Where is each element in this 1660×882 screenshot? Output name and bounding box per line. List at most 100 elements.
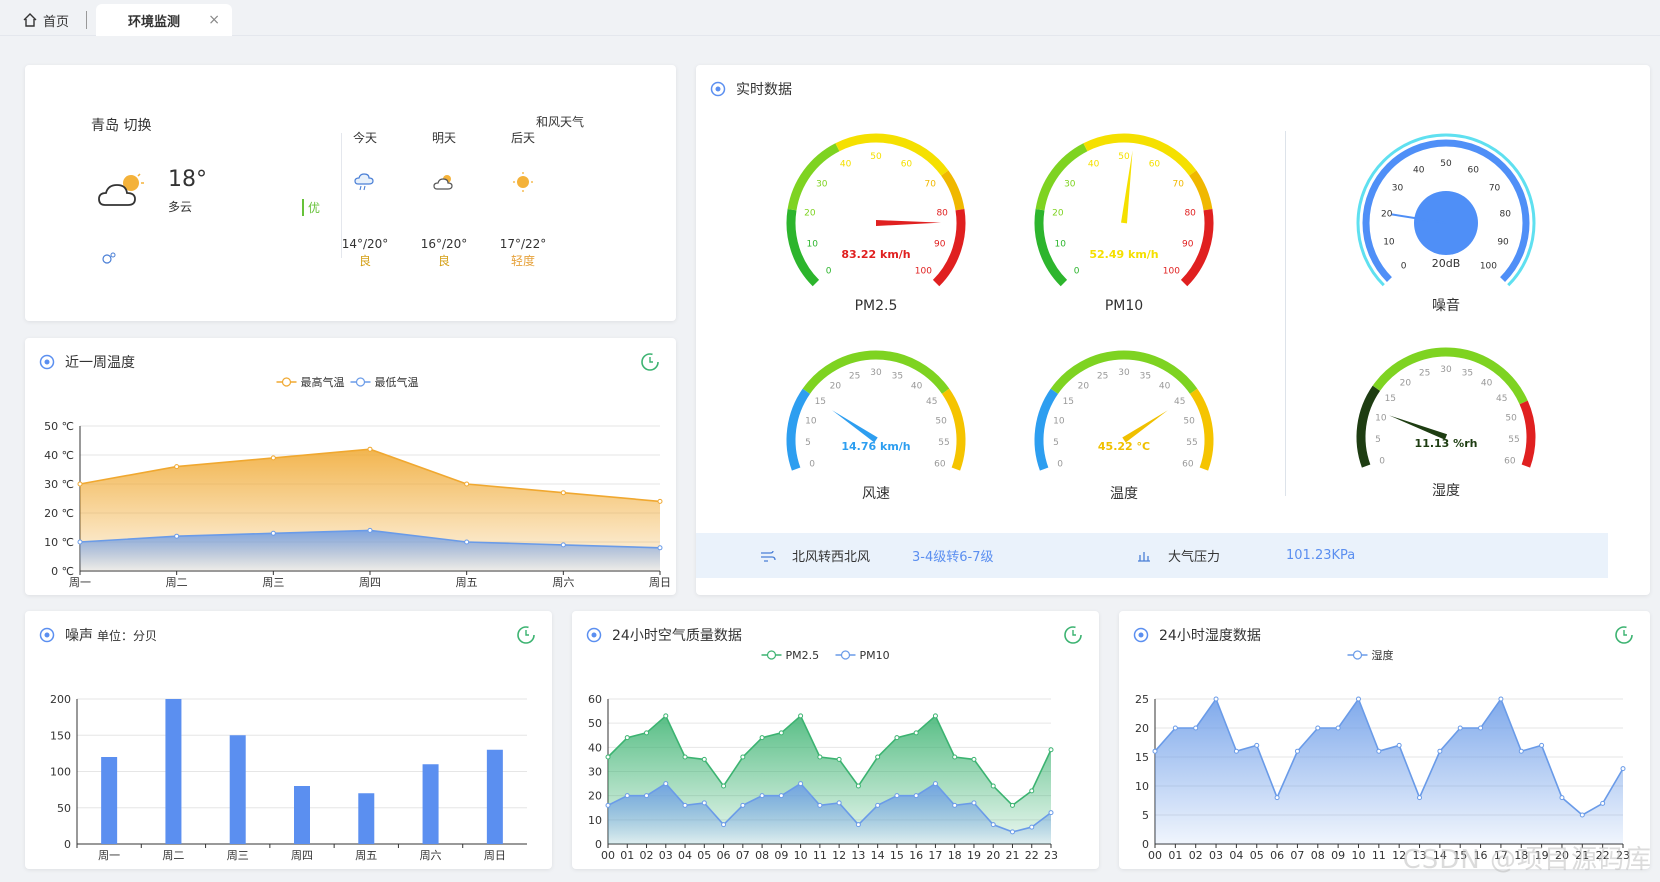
gauge-tick-label: 30: [1440, 365, 1452, 375]
gauge-pm25: 0 10 20 30 40 50 60 70 80 90 100 83.22 km/h PM2.5: [786, 133, 966, 314]
gauge-tick-label: 15: [815, 397, 826, 407]
gauge-tick-label: 90: [1182, 240, 1194, 250]
data-point: [270, 530, 276, 536]
panel-eye-icon: [39, 627, 55, 643]
realtime-title: 实时数据: [710, 79, 792, 99]
data-point: [1009, 829, 1015, 835]
y-tick-label: 50: [57, 802, 71, 815]
weather-small-icon: [102, 252, 116, 264]
gauge-tick-label: 5: [805, 438, 811, 448]
tab-environment[interactable]: 环境监测 ×: [96, 4, 232, 36]
forecast-quality: 良: [437, 254, 450, 268]
gauge-arc-segment: [786, 209, 820, 287]
x-tick-label: 22: [1596, 849, 1610, 862]
gauge-tick-label: 30: [870, 368, 882, 378]
x-tick-label: 07: [736, 849, 750, 862]
data-point: [1498, 696, 1504, 702]
noise-title-text: 噪声: [65, 628, 93, 644]
refresh-icon[interactable]: [640, 352, 660, 372]
tab-bar: 首页 环境监测 ×: [0, 0, 1660, 36]
gauge-tick-label: 20: [1078, 381, 1090, 391]
x-tick-label: 16: [1474, 849, 1488, 862]
x-tick-label: 周三: [262, 576, 284, 589]
x-tick-label: 周二: [166, 576, 188, 589]
humidity-title-text: 24小时湿度数据: [1159, 628, 1261, 644]
gauge-arc-segment: [1180, 209, 1214, 287]
x-tick-label: 01: [620, 849, 634, 862]
gauge-tick-label: 45: [1174, 397, 1185, 407]
gauge-tick-label: 50: [870, 152, 882, 162]
partly-cloudy-icon: [433, 175, 453, 190]
gauge-tick-label: 20: [1400, 378, 1412, 388]
air-title: 24小时空气质量数据: [586, 625, 742, 645]
refresh-icon[interactable]: [1063, 625, 1083, 645]
x-tick-label: 14: [1433, 849, 1447, 862]
city-switch-link[interactable]: 切换: [123, 118, 152, 134]
x-tick-label: 周五: [456, 576, 478, 589]
gauge-tick-label: 40: [1159, 381, 1171, 391]
legend-marker: [840, 650, 851, 660]
x-tick-label: 周四: [359, 576, 381, 589]
gauge-tick-label: 0: [826, 266, 832, 276]
gauge-tick-label: 5: [1375, 435, 1381, 445]
x-tick-label: 周四: [291, 849, 313, 862]
week-temp-title: 近一周温度: [39, 352, 135, 372]
data-point: [740, 802, 746, 808]
refresh-icon[interactable]: [516, 625, 536, 645]
y-tick-label: 60: [588, 693, 602, 706]
gauge-tick-label: 50: [935, 416, 947, 426]
gauge-readout: 45.22 °C: [1098, 440, 1150, 453]
forecast-range: 16°/20°: [420, 237, 468, 251]
data-point: [913, 730, 919, 736]
week-temp-card: 近一周温度 0 ℃ 10 ℃ 20 ℃ 30 ℃ 40 ℃ 50 ℃ 周一 周二 周三 周四 周五 周…: [25, 338, 676, 595]
gauge-tick-label: 70: [1172, 180, 1184, 190]
gauge-tick-label: 60: [1504, 456, 1516, 466]
data-point: [367, 446, 373, 452]
gauge-readout: 52.49 km/h: [1089, 248, 1158, 261]
series-area: [1155, 699, 1623, 844]
gauge-tick-label: 20: [804, 209, 816, 219]
bar: [294, 786, 310, 844]
forecast-day: 今天: [352, 131, 377, 145]
data-point: [817, 754, 823, 760]
x-tick-label: 周六: [552, 576, 574, 589]
data-point: [875, 802, 881, 808]
x-tick-label: 周日: [484, 849, 506, 862]
gauge-tick-label: 55: [1508, 435, 1519, 445]
gauge-tick-label: 40: [1481, 378, 1493, 388]
refresh-icon[interactable]: [1614, 625, 1634, 645]
gauge-tick-label: 70: [1489, 184, 1501, 194]
x-tick-label: 20: [1555, 849, 1569, 862]
data-point: [721, 783, 727, 789]
data-point: [1294, 748, 1300, 754]
legend-marker: [355, 377, 366, 387]
gauge-tick-label: 50: [1118, 152, 1130, 162]
gauge-tick-label: 60: [934, 459, 946, 469]
data-point: [721, 822, 727, 828]
gauge-tick-label: 35: [1462, 368, 1473, 378]
y-tick-label: 40 ℃: [44, 449, 74, 462]
pressure-value: 101.23KPa: [1286, 548, 1356, 563]
current-condition: 多云: [168, 200, 193, 214]
close-icon[interactable]: ×: [208, 12, 220, 28]
data-point: [990, 822, 996, 828]
bar: [486, 749, 503, 844]
gauge-tick-label: 40: [840, 159, 852, 169]
x-tick-label: 15: [890, 849, 904, 862]
gauge-tick-label: 80: [1500, 210, 1512, 220]
cloudy-icon: [98, 173, 144, 206]
tab-divider: [86, 11, 87, 29]
gauge-title: 噪音: [1432, 297, 1460, 314]
gauge-tick-label: 25: [1419, 368, 1430, 378]
gauge-tick-label: 50: [1505, 413, 1517, 423]
gauge-needle: [1122, 410, 1168, 443]
data-point: [971, 800, 977, 806]
gauge-readout: 14.76 km/h: [841, 440, 910, 453]
y-tick-label: 10: [1135, 780, 1149, 793]
gauge-tick-label: 30: [1118, 368, 1130, 378]
x-tick-label: 周五: [355, 849, 377, 862]
humidity-title: 24小时湿度数据: [1133, 625, 1261, 645]
data-point: [644, 730, 650, 736]
tab-home[interactable]: 首页: [14, 4, 77, 36]
x-tick-label: 11: [813, 849, 827, 862]
